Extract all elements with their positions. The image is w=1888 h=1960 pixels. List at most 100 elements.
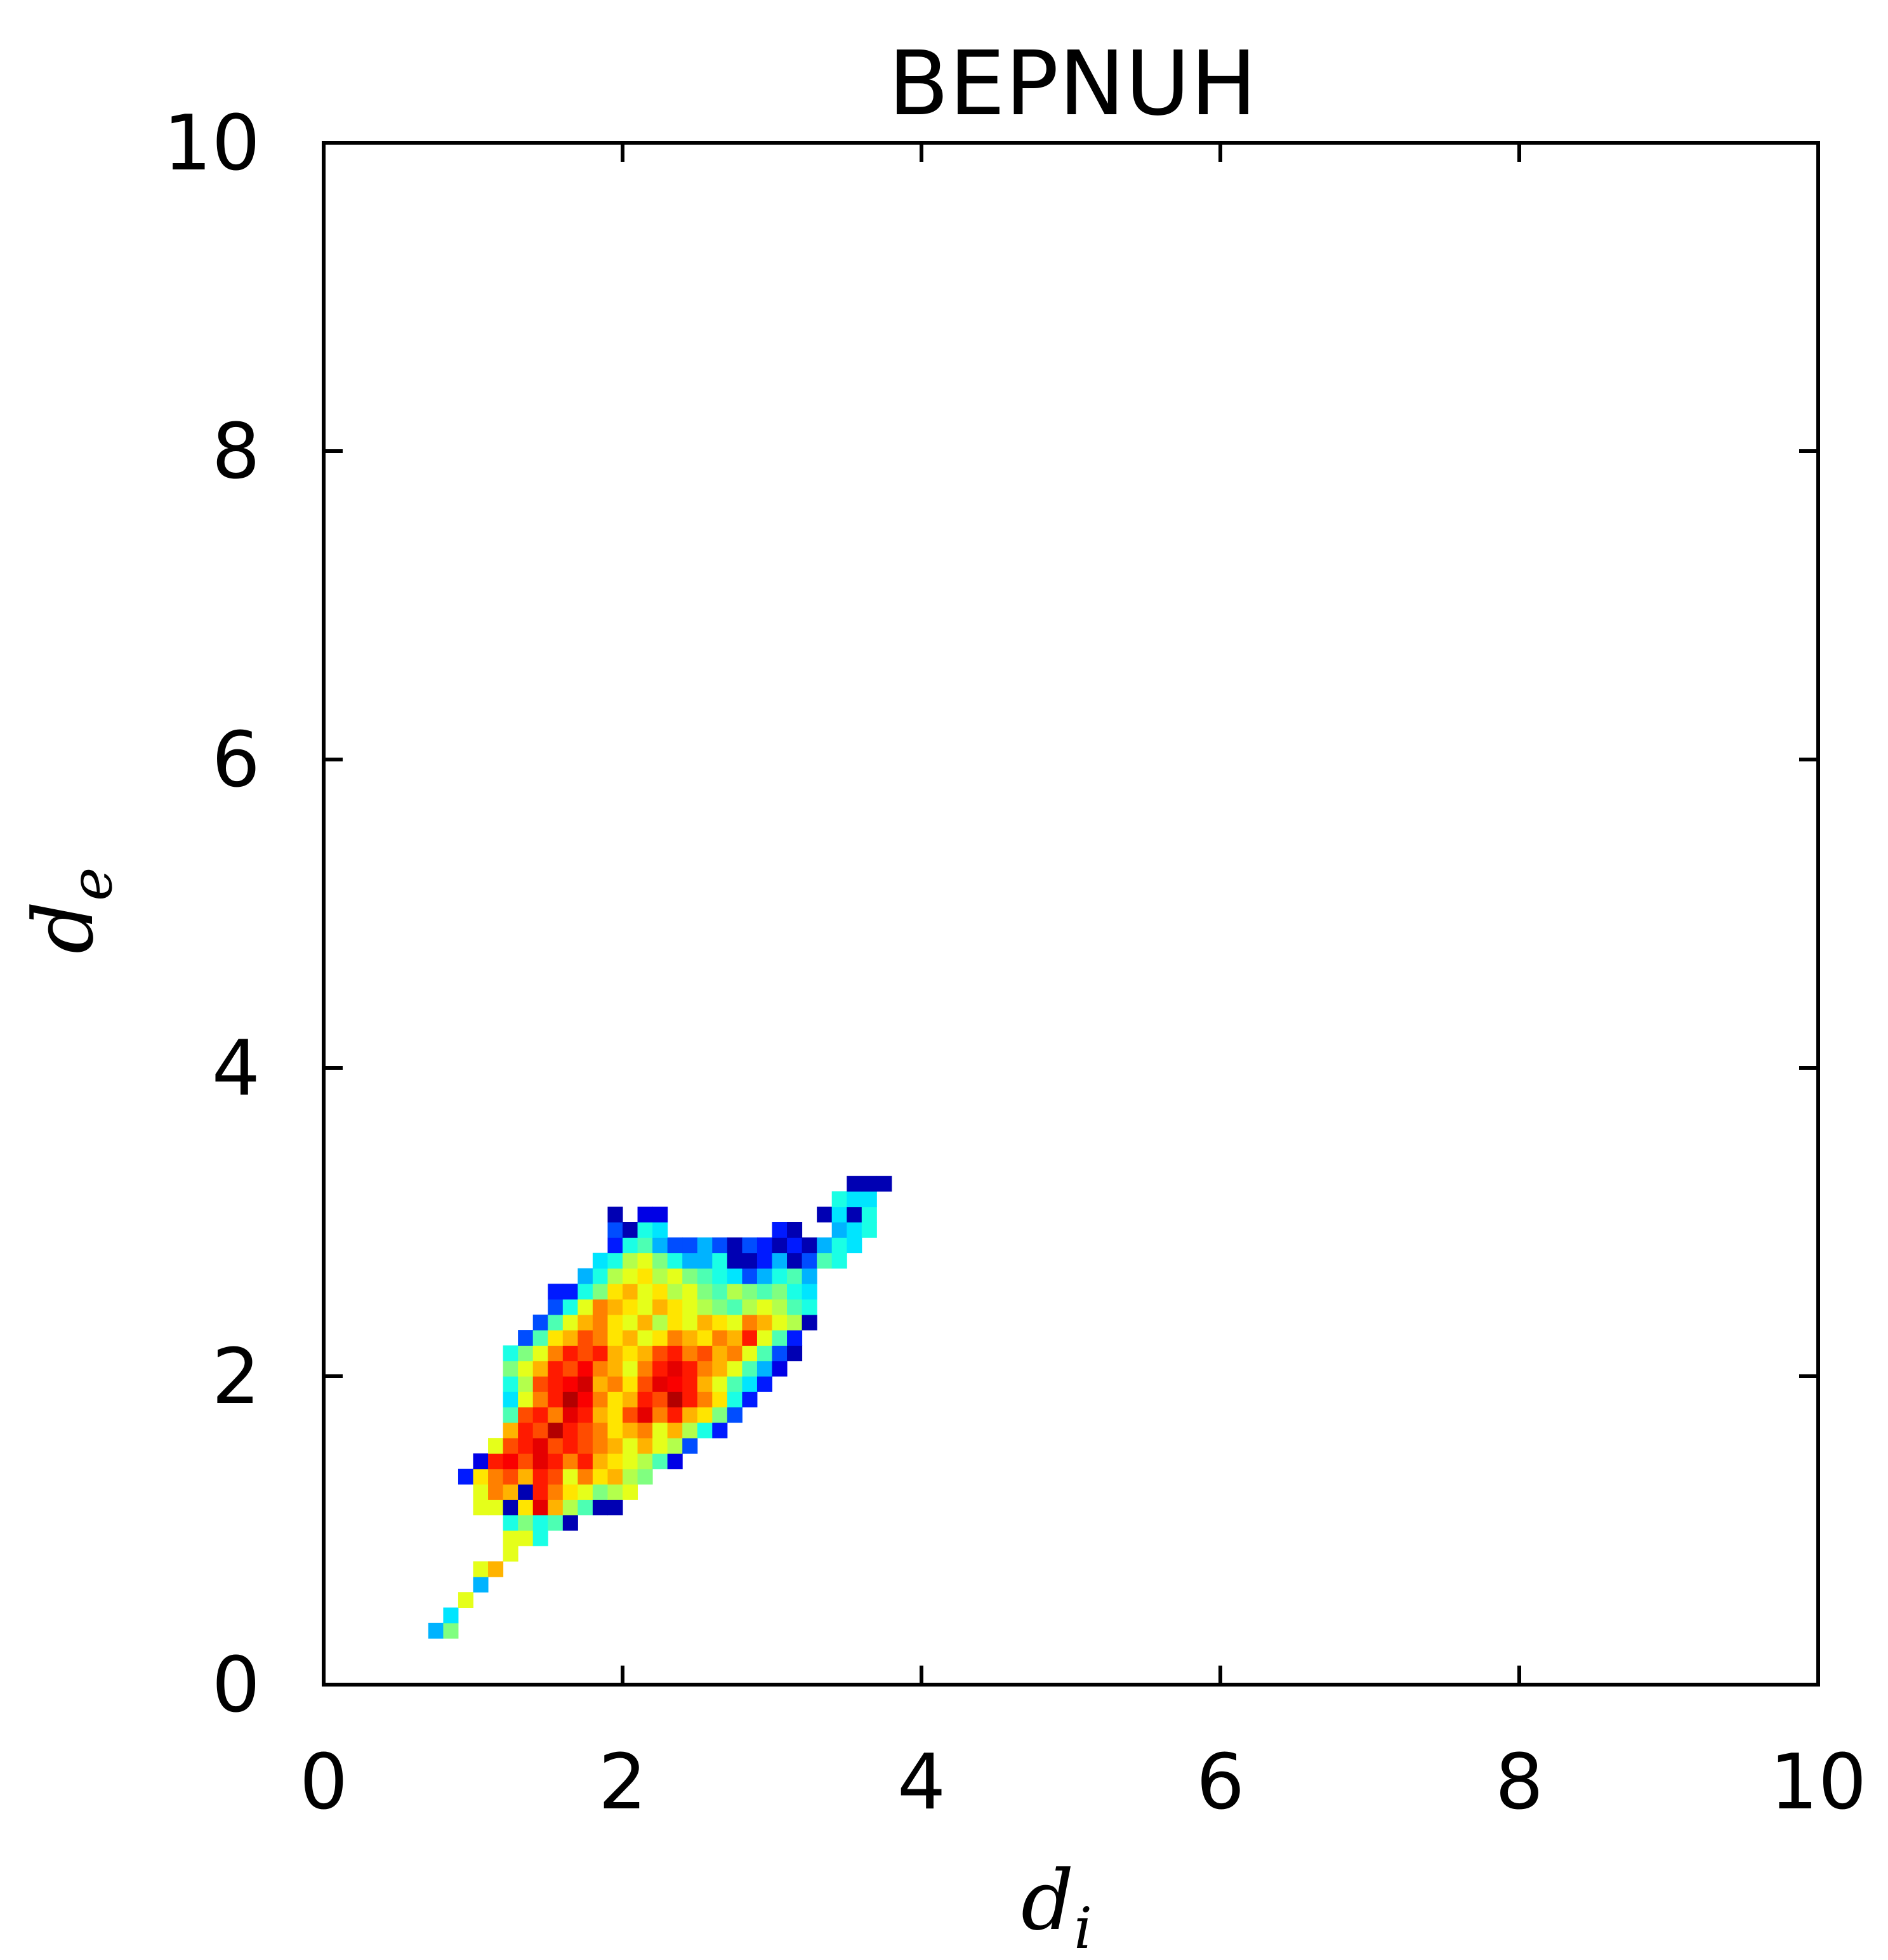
heatmap-cell — [727, 1330, 743, 1346]
heatmap-cell — [697, 1253, 713, 1269]
heatmap-cell — [652, 1284, 668, 1299]
heatmap-cell — [623, 1345, 638, 1362]
heatmap-cell — [787, 1222, 803, 1238]
heatmap-cell — [831, 1237, 847, 1254]
heatmap-cell — [623, 1237, 638, 1254]
heatmap-cell — [712, 1237, 728, 1254]
heatmap-cell — [548, 1453, 564, 1470]
heatmap-cell — [503, 1376, 518, 1392]
heatmap-cell — [861, 1222, 877, 1238]
heatmap-cell — [607, 1438, 623, 1454]
heatmap-cell — [667, 1284, 683, 1299]
heatmap-cell — [532, 1515, 548, 1531]
heatmap-cell — [727, 1391, 743, 1408]
heatmap-cell — [847, 1176, 862, 1192]
heatmap-cell — [562, 1422, 578, 1438]
heatmap-cell — [488, 1484, 504, 1500]
heatmap-cell — [623, 1453, 638, 1470]
heatmap-cell — [712, 1376, 728, 1392]
heatmap-cell — [562, 1391, 578, 1408]
heatmap-cell — [756, 1345, 772, 1362]
heatmap-cell — [712, 1330, 728, 1346]
y-tick-label: 8 — [212, 408, 260, 496]
heatmap-cell — [667, 1268, 683, 1284]
heatmap-cell — [652, 1422, 668, 1438]
heatmap-cell — [787, 1345, 803, 1362]
heatmap-cell — [861, 1206, 877, 1223]
heatmap-cell — [473, 1453, 489, 1470]
heatmap-cell — [667, 1314, 683, 1331]
heatmap-cell — [623, 1376, 638, 1392]
heatmap-cell — [607, 1453, 623, 1470]
heatmap-cell — [458, 1592, 473, 1608]
y-axis-label: de — [15, 867, 125, 954]
heatmap-cell — [652, 1453, 668, 1470]
heatmap-cell — [592, 1360, 608, 1377]
heatmap-cell — [592, 1422, 608, 1438]
heatmap-cell — [712, 1345, 728, 1362]
heatmap-cell — [592, 1468, 608, 1485]
heatmap-cell — [637, 1206, 653, 1223]
heatmap-cell — [562, 1484, 578, 1500]
heatmap-cell — [712, 1391, 728, 1408]
heatmap-cell — [682, 1314, 698, 1331]
heatmap-cell — [518, 1484, 534, 1500]
heatmap-cell — [756, 1314, 772, 1331]
heatmap-cell — [637, 1330, 653, 1346]
heatmap-cell — [756, 1376, 772, 1392]
heatmap-cell — [637, 1453, 653, 1470]
heatmap-cell — [623, 1299, 638, 1315]
heatmap-cell — [772, 1253, 788, 1269]
heatmap-cell — [503, 1515, 518, 1531]
heatmap-cell — [712, 1360, 728, 1377]
heatmap-cell — [682, 1391, 698, 1408]
heatmap-cell — [652, 1299, 668, 1315]
heatmap-cell — [532, 1484, 548, 1500]
heatmap-cell — [667, 1299, 683, 1315]
heatmap-cell — [817, 1206, 833, 1223]
heatmap-cell — [802, 1284, 817, 1299]
heatmap-cell — [712, 1407, 728, 1423]
heatmap-cell — [532, 1314, 548, 1331]
x-tick-label: 6 — [1196, 1739, 1244, 1827]
heatmap-cell — [532, 1376, 548, 1392]
heatmap-cell — [787, 1330, 803, 1346]
heatmap-cell — [578, 1391, 593, 1408]
heatmap-cell — [548, 1499, 564, 1516]
heatmap-cell — [682, 1284, 698, 1299]
heatmap-cell — [727, 1376, 743, 1392]
heatmap-cell — [697, 1391, 713, 1408]
heatmap-cell — [592, 1330, 608, 1346]
heatmap-cell — [518, 1360, 534, 1377]
heatmap-cell — [562, 1284, 578, 1299]
heatmap-cell — [697, 1284, 713, 1299]
heatmap-cell — [652, 1438, 668, 1454]
heatmap-cell — [756, 1237, 772, 1254]
heatmap-cell — [652, 1391, 668, 1408]
heatmap-cell — [682, 1407, 698, 1423]
heatmap-cell — [532, 1391, 548, 1408]
heatmap-cell — [443, 1607, 459, 1624]
heatmap-cell — [503, 1468, 518, 1485]
heatmap-cell — [548, 1360, 564, 1377]
heatmap-cell — [697, 1314, 713, 1331]
heatmap-cell — [742, 1268, 758, 1284]
heatmap-cell — [742, 1284, 758, 1299]
heatmap-cell — [578, 1314, 593, 1331]
heatmap-cell — [742, 1376, 758, 1392]
heatmap-cell — [742, 1360, 758, 1377]
heatmap-cell — [562, 1453, 578, 1470]
heatmap-cell — [443, 1622, 459, 1639]
heatmap-cell — [503, 1499, 518, 1516]
heatmap-cell — [817, 1237, 833, 1254]
heatmap-cell — [503, 1391, 518, 1408]
heatmap-cell — [667, 1407, 683, 1423]
heatmap-cell — [667, 1453, 683, 1470]
heatmap-cell — [623, 1222, 638, 1238]
heatmap-cell — [607, 1299, 623, 1315]
heatmap-cell — [473, 1484, 489, 1500]
chart-title: BEPNUH — [888, 32, 1257, 136]
heatmap-cell — [756, 1330, 772, 1346]
heatmap-cell — [518, 1407, 534, 1423]
heatmap-cell — [772, 1237, 788, 1254]
